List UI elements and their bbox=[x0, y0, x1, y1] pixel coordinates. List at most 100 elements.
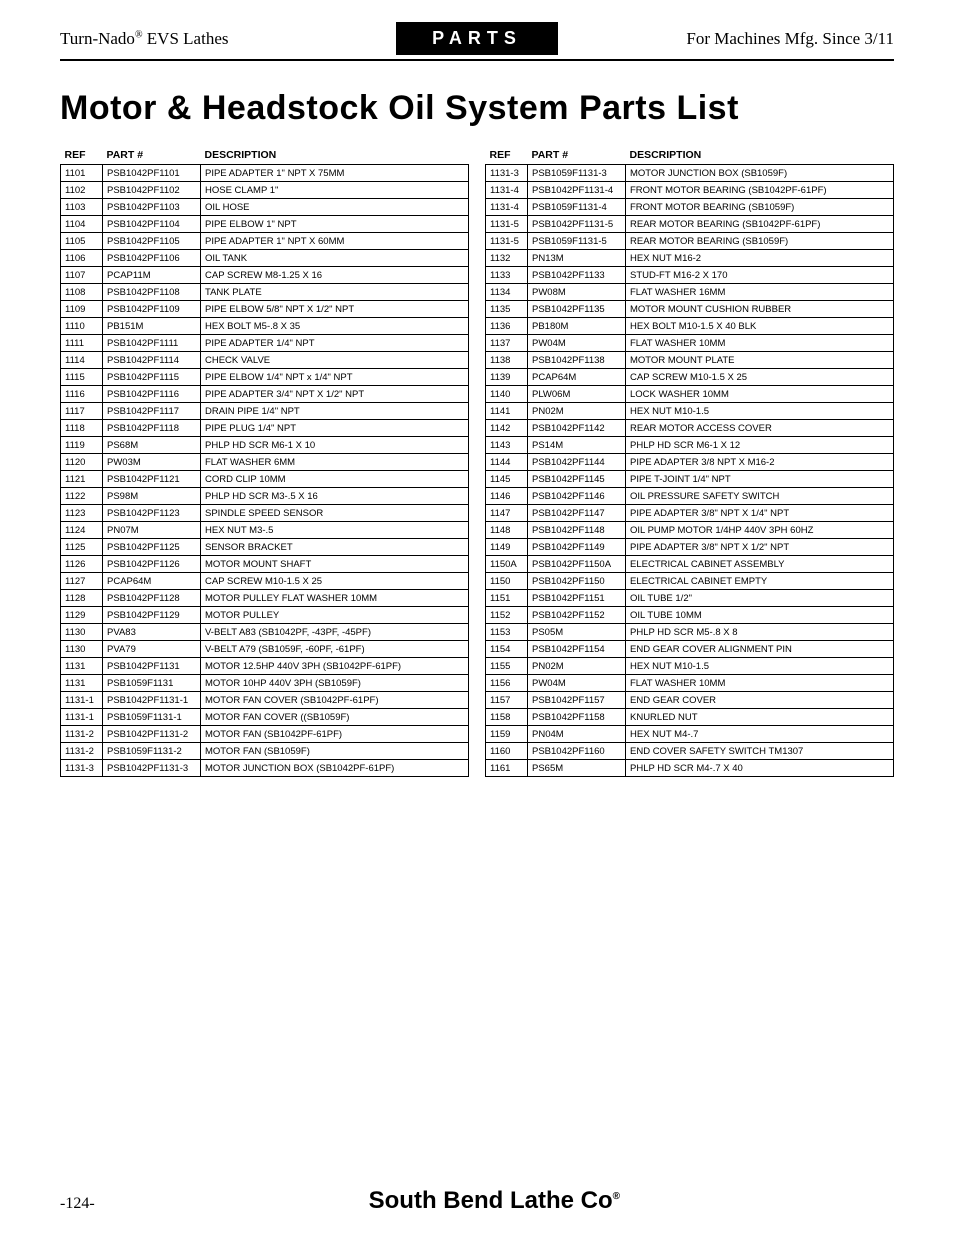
cell-ref: 1159 bbox=[486, 726, 528, 743]
cell-desc: MOTOR JUNCTION BOX (SB1059F) bbox=[626, 165, 894, 182]
cell-ref: 1140 bbox=[486, 386, 528, 403]
table-row: 1115PSB1042PF1115PIPE ELBOW 1/4" NPT x 1… bbox=[61, 369, 469, 386]
cell-desc: OIL PRESSURE SAFETY SWITCH bbox=[626, 488, 894, 505]
cell-part: PS65M bbox=[528, 760, 626, 777]
company-name: South Bend Lathe Co® bbox=[95, 1187, 894, 1215]
cell-part: PS14M bbox=[528, 437, 626, 454]
table-row: 1131-3PSB1059F1131-3MOTOR JUNCTION BOX (… bbox=[486, 165, 894, 182]
cell-desc: PIPE ELBOW 1/4" NPT x 1/4" NPT bbox=[201, 369, 469, 386]
table-row: 1152PSB1042PF1152OIL TUBE 10MM bbox=[486, 607, 894, 624]
col-desc: DESCRIPTION bbox=[201, 146, 469, 165]
cell-desc: FLAT WASHER 10MM bbox=[626, 335, 894, 352]
cell-ref: 1101 bbox=[61, 165, 103, 182]
header-left: Turn-Nado® EVS Lathes bbox=[60, 29, 396, 49]
table-row: 1149PSB1042PF1149PIPE ADAPTER 3/8" NPT X… bbox=[486, 539, 894, 556]
parts-table-left: REF PART # DESCRIPTION 1101PSB1042PF1101… bbox=[60, 146, 469, 777]
cell-ref: 1131-2 bbox=[61, 743, 103, 760]
cell-part: PSB1042PF1102 bbox=[103, 182, 201, 199]
cell-desc: FLAT WASHER 16MM bbox=[626, 284, 894, 301]
cell-desc: ELECTRICAL CABINET ASSEMBLY bbox=[626, 556, 894, 573]
table-row: 1121PSB1042PF1121CORD CLIP 10MM bbox=[61, 471, 469, 488]
cell-desc: CAP SCREW M10-1.5 X 25 bbox=[626, 369, 894, 386]
cell-ref: 1127 bbox=[61, 573, 103, 590]
cell-part: PSB1042PF1148 bbox=[528, 522, 626, 539]
cell-desc: OIL PUMP MOTOR 1/4HP 440V 3PH 60HZ bbox=[626, 522, 894, 539]
cell-part: PSB1042PF1103 bbox=[103, 199, 201, 216]
cell-part: PSB1042PF1115 bbox=[103, 369, 201, 386]
cell-ref: 1139 bbox=[486, 369, 528, 386]
cell-desc: PIPE ADAPTER 1" NPT X 75MM bbox=[201, 165, 469, 182]
cell-desc: PHLP HD SCR M5-.8 X 8 bbox=[626, 624, 894, 641]
cell-ref: 1130 bbox=[61, 624, 103, 641]
cell-ref: 1122 bbox=[61, 488, 103, 505]
table-row: 1150APSB1042PF1150AELECTRICAL CABINET AS… bbox=[486, 556, 894, 573]
cell-desc: SENSOR BRACKET bbox=[201, 539, 469, 556]
cell-desc: PIPE ADAPTER 1/4" NPT bbox=[201, 335, 469, 352]
cell-ref: 1150 bbox=[486, 573, 528, 590]
cell-ref: 1156 bbox=[486, 675, 528, 692]
cell-ref: 1131-1 bbox=[61, 692, 103, 709]
table-row: 1155PN02MHEX NUT M10-1.5 bbox=[486, 658, 894, 675]
cell-ref: 1131-5 bbox=[486, 216, 528, 233]
cell-desc: PIPE T-JOINT 1/4" NPT bbox=[626, 471, 894, 488]
cell-desc: LOCK WASHER 10MM bbox=[626, 386, 894, 403]
table-row: 1133PSB1042PF1133STUD-FT M16-2 X 170 bbox=[486, 267, 894, 284]
cell-part: PSB1042PF1151 bbox=[528, 590, 626, 607]
table-row: 1103PSB1042PF1103OIL HOSE bbox=[61, 199, 469, 216]
table-row: 1146PSB1042PF1146OIL PRESSURE SAFETY SWI… bbox=[486, 488, 894, 505]
cell-desc: MOTOR FAN COVER ((SB1059F) bbox=[201, 709, 469, 726]
cell-ref: 1103 bbox=[61, 199, 103, 216]
cell-part: PSB1042PF1114 bbox=[103, 352, 201, 369]
cell-ref: 1151 bbox=[486, 590, 528, 607]
cell-desc: PIPE ADAPTER 3/8 NPT X M16-2 bbox=[626, 454, 894, 471]
cell-part: PSB1042PF1129 bbox=[103, 607, 201, 624]
cell-desc: PIPE ELBOW 1" NPT bbox=[201, 216, 469, 233]
cell-desc: MOTOR FAN COVER (SB1042PF-61PF) bbox=[201, 692, 469, 709]
cell-desc: MOTOR FAN (SB1042PF-61PF) bbox=[201, 726, 469, 743]
cell-part: PB180M bbox=[528, 318, 626, 335]
cell-desc: FLAT WASHER 6MM bbox=[201, 454, 469, 471]
cell-desc: OIL TUBE 1/2" bbox=[626, 590, 894, 607]
cell-ref: 1125 bbox=[61, 539, 103, 556]
cell-part: PSB1042PF1154 bbox=[528, 641, 626, 658]
cell-part: PSB1042PF1105 bbox=[103, 233, 201, 250]
table-row: 1108PSB1042PF1108TANK PLATE bbox=[61, 284, 469, 301]
cell-desc: PHLP HD SCR M3-.5 X 16 bbox=[201, 488, 469, 505]
footer: -124- South Bend Lathe Co® bbox=[60, 1187, 894, 1215]
cell-desc: PIPE ADAPTER 3/8" NPT X 1/2" NPT bbox=[626, 539, 894, 556]
cell-ref: 1135 bbox=[486, 301, 528, 318]
cell-desc: OIL TANK bbox=[201, 250, 469, 267]
cell-part: PSB1042PF1149 bbox=[528, 539, 626, 556]
cell-ref: 1124 bbox=[61, 522, 103, 539]
cell-part: PSB1042PF1138 bbox=[528, 352, 626, 369]
table-header-row: REF PART # DESCRIPTION bbox=[486, 146, 894, 165]
cell-desc: V-BELT A83 (SB1042PF, -43PF, -45PF) bbox=[201, 624, 469, 641]
cell-desc: FRONT MOTOR BEARING (SB1042PF-61PF) bbox=[626, 182, 894, 199]
table-row: 1124PN07MHEX NUT M3-.5 bbox=[61, 522, 469, 539]
table-row: 1137PW04MFLAT WASHER 10MM bbox=[486, 335, 894, 352]
cell-part: PSB1042PF1131-2 bbox=[103, 726, 201, 743]
cell-part: PSB1042PF1147 bbox=[528, 505, 626, 522]
cell-ref: 1131 bbox=[61, 675, 103, 692]
cell-ref: 1138 bbox=[486, 352, 528, 369]
cell-desc: V-BELT A79 (SB1059F, -60PF, -61PF) bbox=[201, 641, 469, 658]
table-row: 1127PCAP64MCAP SCREW M10-1.5 X 25 bbox=[61, 573, 469, 590]
table-row: 1140PLW06MLOCK WASHER 10MM bbox=[486, 386, 894, 403]
cell-ref: 1155 bbox=[486, 658, 528, 675]
cell-desc: HEX NUT M16-2 bbox=[626, 250, 894, 267]
col-part: PART # bbox=[528, 146, 626, 165]
header-right: For Machines Mfg. Since 3/11 bbox=[558, 29, 894, 49]
cell-ref: 1131 bbox=[61, 658, 103, 675]
table-row: 1132PN13MHEX NUT M16-2 bbox=[486, 250, 894, 267]
cell-ref: 1110 bbox=[61, 318, 103, 335]
table-row: 1104PSB1042PF1104PIPE ELBOW 1" NPT bbox=[61, 216, 469, 233]
cell-ref: 1148 bbox=[486, 522, 528, 539]
table-row: 1151PSB1042PF1151OIL TUBE 1/2" bbox=[486, 590, 894, 607]
table-row: 1125PSB1042PF1125SENSOR BRACKET bbox=[61, 539, 469, 556]
cell-ref: 1131-5 bbox=[486, 233, 528, 250]
cell-part: PN02M bbox=[528, 658, 626, 675]
cell-ref: 1126 bbox=[61, 556, 103, 573]
cell-ref: 1142 bbox=[486, 420, 528, 437]
cell-ref: 1109 bbox=[61, 301, 103, 318]
cell-desc: HEX BOLT M10-1.5 X 40 BLK bbox=[626, 318, 894, 335]
